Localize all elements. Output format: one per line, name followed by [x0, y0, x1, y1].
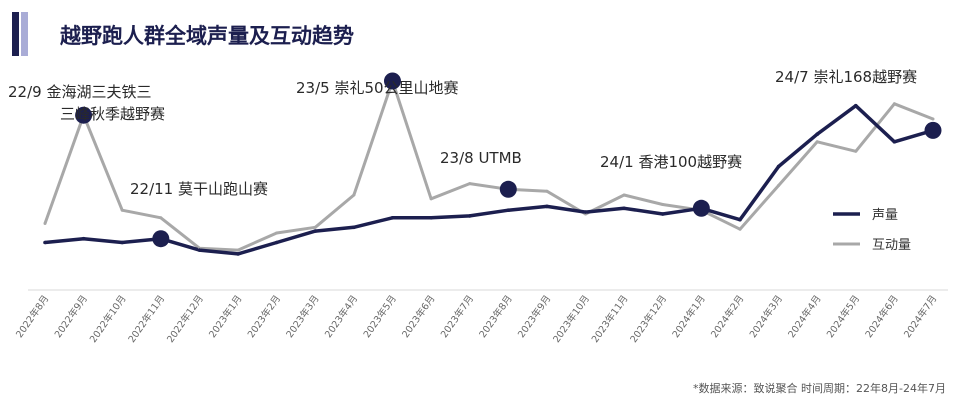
point-interaction: [429, 197, 433, 201]
point-interaction: [931, 117, 935, 121]
x-tick-label: 2023年12月: [628, 293, 670, 345]
point-voice: [853, 103, 858, 108]
x-tick-label: 2022年9月: [52, 293, 90, 340]
x-tick-label: 2023年1月: [206, 293, 244, 340]
event-label: 22/11 莫干山跑山赛: [130, 180, 268, 198]
event-marker: [75, 106, 93, 124]
title-accent-bar: [12, 12, 19, 56]
point-voice: [429, 216, 433, 220]
point-voice: [815, 132, 819, 136]
x-tick-label: 2023年10月: [550, 293, 592, 345]
x-tick-label: 2024年7月: [901, 293, 939, 340]
event-marker: [152, 230, 170, 248]
event-label: 22/9 金海湖三夫铁三: [8, 83, 151, 101]
x-tick-label: 2022年11月: [126, 293, 168, 345]
point-voice: [583, 210, 588, 214]
point-interaction: [892, 102, 896, 106]
x-tick-label: 2022年10月: [87, 293, 129, 345]
point-interaction: [661, 203, 665, 206]
x-tick-label: 2024年4月: [786, 293, 824, 340]
series-line-voice: [44, 103, 934, 256]
event-marker: [499, 180, 517, 198]
point-voice: [274, 240, 279, 245]
event-marker: [692, 199, 710, 217]
x-tick-label: 2024年1月: [670, 293, 708, 340]
point-group-voice: [43, 103, 935, 256]
x-tick-label: 2023年8月: [477, 293, 515, 340]
point-interaction: [468, 182, 472, 186]
point-voice: [390, 216, 395, 220]
point-interaction: [236, 248, 240, 252]
point-voice: [622, 206, 626, 211]
point-interaction: [275, 231, 279, 235]
x-tick-label: 2022年12月: [164, 293, 206, 345]
x-tick-label: 2023年9月: [515, 293, 553, 340]
title-accent-bar-light: [21, 12, 28, 56]
x-tick-label: 2024年5月: [824, 293, 862, 340]
point-voice: [738, 217, 742, 222]
point-interaction: [352, 193, 356, 197]
x-tick-label: 2024年6月: [863, 293, 901, 340]
x-tick-label: 2024年3月: [747, 293, 785, 340]
x-tick-label: 2024年2月: [708, 293, 746, 340]
x-tick-label: 2023年5月: [361, 293, 399, 340]
point-voice: [81, 236, 86, 241]
x-tick-label: 2023年6月: [399, 293, 437, 340]
point-interaction: [815, 140, 819, 144]
event-label: 24/7 崇礼168越野赛: [775, 68, 917, 86]
point-voice: [660, 212, 665, 216]
point-interaction: [313, 225, 317, 229]
event-label: 三峰秋季越野赛: [60, 105, 165, 123]
event-label: 23/8 UTMB: [440, 149, 522, 167]
event-marker: [383, 72, 401, 90]
point-interaction: [120, 208, 124, 212]
point-voice: [43, 240, 47, 245]
x-tick-label: 2023年3月: [284, 293, 322, 340]
event-label: 23/5 崇礼50公里山地赛: [296, 79, 459, 97]
x-tick-label: 2022年8月: [13, 293, 51, 340]
x-tick-label: 2023年7月: [438, 293, 476, 340]
point-interaction: [738, 227, 742, 231]
point-interaction: [622, 193, 626, 197]
point-voice: [352, 225, 356, 230]
event-marker: [924, 121, 942, 139]
series-line-interaction: [43, 79, 934, 252]
point-voice: [545, 204, 549, 209]
event-label: 24/1 香港100越野赛: [600, 153, 742, 171]
x-tick-label: 2023年2月: [245, 293, 283, 340]
point-voice: [236, 252, 240, 256]
point-interaction: [43, 222, 47, 225]
point-voice: [467, 214, 472, 218]
point-voice: [892, 140, 897, 144]
annotation-markers: [75, 72, 942, 248]
point-interaction: [545, 189, 549, 193]
page-title: 越野跑人群全域声量及互动趋势: [60, 24, 354, 48]
point-interaction: [777, 184, 781, 187]
legend-label: 声量: [872, 208, 898, 223]
point-voice: [313, 229, 318, 233]
point-voice: [776, 164, 781, 169]
x-tick-label: 2023年4月: [322, 293, 360, 340]
point-voice: [506, 208, 511, 212]
point-voice: [197, 248, 202, 252]
point-interaction: [159, 216, 163, 220]
point-interaction: [854, 149, 858, 153]
x-tick-label: 2023年11月: [589, 293, 631, 345]
legend-label: 互动量: [872, 238, 911, 253]
source-note: *数据来源：致说聚合 时间周期：22年8月-24年7月: [693, 382, 946, 395]
point-voice: [120, 240, 125, 245]
